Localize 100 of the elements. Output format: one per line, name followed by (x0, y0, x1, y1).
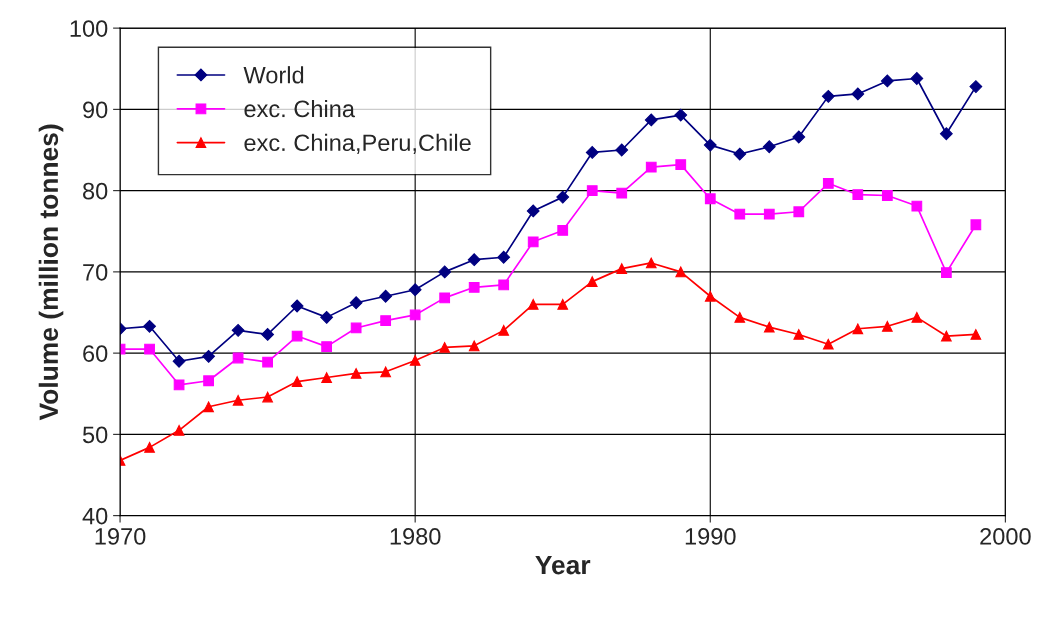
point (439, 292, 451, 304)
point (880, 74, 894, 88)
point (291, 376, 303, 387)
y-axis-title: Volume (million tonnes) (38, 124, 64, 421)
point (439, 342, 451, 353)
x-tick-label: 2000 (980, 528, 1031, 545)
legend-label: World (243, 66, 304, 84)
point (704, 193, 716, 205)
point (143, 319, 156, 333)
point (527, 298, 539, 310)
point (172, 354, 186, 368)
point (526, 204, 540, 218)
point (290, 299, 304, 313)
point (793, 329, 805, 340)
point (733, 147, 747, 161)
point (409, 309, 421, 321)
point (881, 190, 893, 201)
point (144, 343, 155, 355)
point (527, 236, 539, 248)
point (586, 276, 598, 288)
point (616, 187, 628, 199)
point (408, 283, 422, 297)
legend-label: exc. China,Peru,Chile (244, 133, 471, 154)
point (645, 257, 657, 269)
y-tick-label: 70 (83, 263, 108, 281)
point (350, 322, 362, 334)
point (350, 368, 362, 379)
point (734, 311, 746, 323)
point (320, 310, 334, 324)
point (468, 281, 480, 293)
point (556, 190, 570, 204)
point (586, 185, 598, 197)
point (497, 250, 511, 264)
point (851, 87, 865, 101)
point (615, 143, 629, 157)
point (970, 219, 982, 231)
point (380, 315, 392, 327)
point (144, 441, 155, 453)
point (852, 323, 864, 335)
point (291, 330, 303, 342)
point (231, 323, 245, 337)
point (261, 328, 275, 341)
point (704, 290, 716, 302)
point (645, 161, 657, 173)
point (380, 366, 392, 378)
point (349, 296, 363, 310)
point (821, 89, 835, 103)
x-tick-label: 1980 (390, 528, 441, 545)
point (734, 208, 746, 220)
point (321, 341, 333, 353)
point (703, 138, 717, 152)
point (557, 298, 569, 310)
point (763, 208, 775, 220)
point (232, 394, 244, 406)
point (940, 267, 952, 279)
point (911, 311, 923, 323)
point (203, 401, 214, 413)
point (674, 108, 688, 122)
point (675, 266, 687, 278)
point (675, 159, 687, 171)
x-tick-label: 1990 (685, 528, 736, 545)
point (173, 379, 185, 391)
point (468, 340, 480, 352)
point (793, 206, 805, 218)
point (644, 113, 658, 127)
point (939, 127, 953, 141)
point (262, 391, 273, 403)
y-tick-label: 90 (83, 101, 108, 119)
point (911, 200, 923, 212)
point (881, 320, 893, 332)
point (498, 324, 510, 336)
point (940, 330, 952, 342)
y-tick-label: 50 (82, 426, 108, 444)
y-tick-label: 40 (82, 507, 108, 525)
point (822, 338, 834, 350)
point (321, 372, 333, 383)
x-tick-label: 1970 (95, 528, 146, 545)
point (585, 146, 599, 159)
point (262, 356, 273, 368)
point (202, 349, 215, 363)
point (173, 424, 185, 436)
y-tick-label: 60 (83, 345, 108, 362)
point (852, 189, 864, 201)
point (822, 177, 834, 189)
point (792, 130, 806, 144)
y-tick-label: 100 (70, 20, 108, 37)
point (970, 329, 982, 340)
point (557, 225, 569, 236)
legend-label: exc. China (244, 99, 355, 118)
point (379, 289, 393, 303)
point (409, 355, 421, 366)
point (467, 253, 481, 267)
point (616, 263, 628, 275)
y-tick-label: 80 (83, 182, 108, 200)
point (438, 265, 452, 279)
point (910, 72, 924, 85)
point (762, 140, 776, 154)
point (763, 321, 775, 333)
point (969, 80, 983, 94)
point (498, 279, 510, 291)
